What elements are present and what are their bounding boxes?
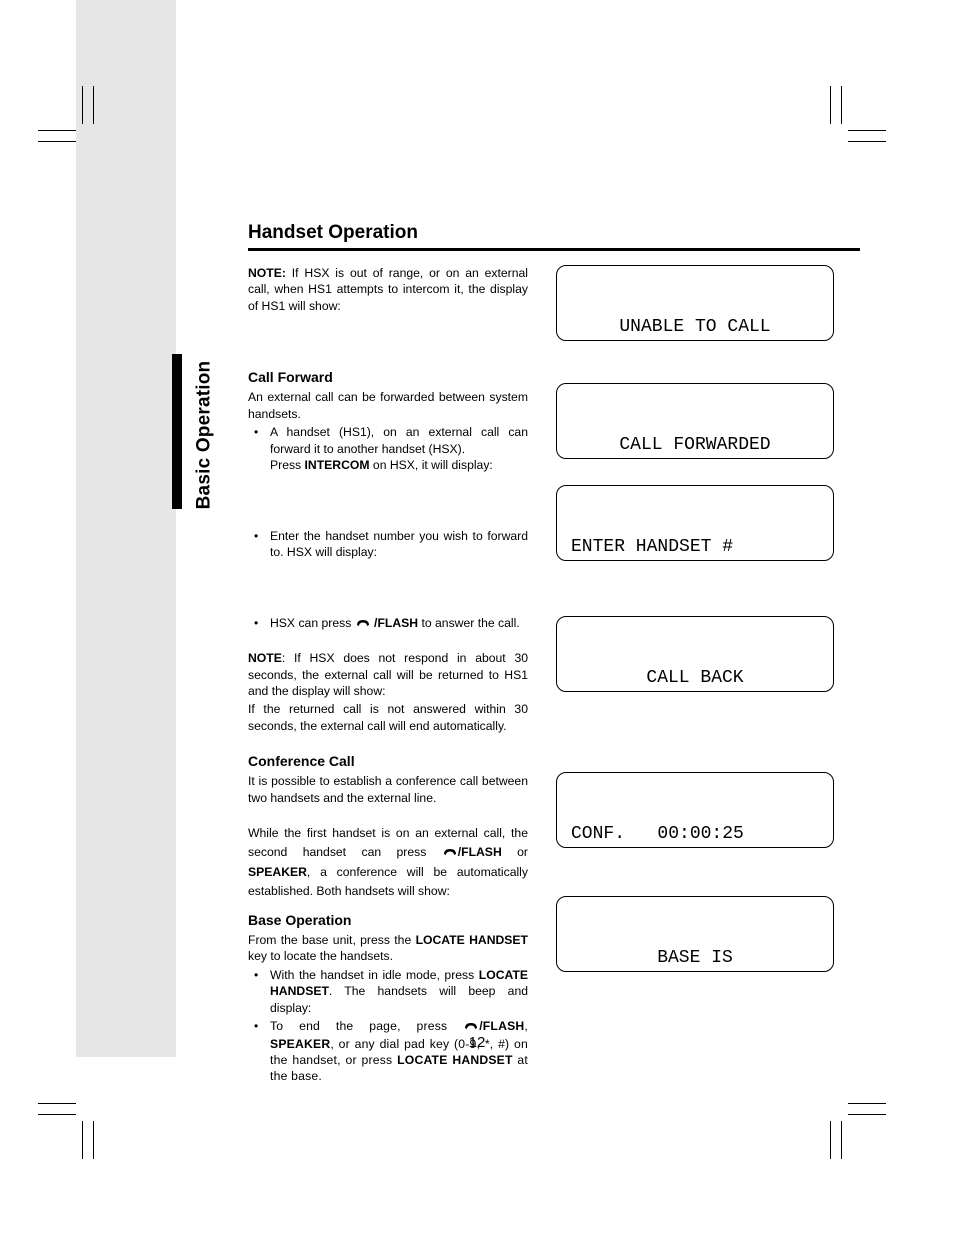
cf-b1a: A handset (HS1), on an external call can… (270, 425, 528, 455)
phone-icon (356, 616, 370, 632)
lcd-conf: CONF. 00:00:25 (556, 772, 834, 848)
callforward-list-3: HSX can press /FLASH to answer the call. (248, 615, 528, 632)
crop-mark (848, 130, 886, 131)
baseop-intro: From the base unit, press the LOCATE HAN… (248, 932, 528, 965)
cf-b3-bold: /FLASH (371, 616, 418, 630)
crop-mark (38, 1114, 76, 1115)
baseop-intro-post: key to locate the handsets. (248, 949, 393, 963)
list-item: A handset (HS1), on an external call can… (248, 424, 528, 473)
conf-intro: It is possible to establish a conference… (248, 773, 528, 806)
bo-b2-flash: /FLASH (479, 1019, 524, 1033)
bo-b2-locate: LOCATE HANDSET (397, 1053, 513, 1067)
bo-b2-mid: , (524, 1019, 528, 1033)
page-number: 12 (0, 1034, 954, 1051)
cf-b3-post: to answer the call. (418, 616, 520, 630)
lcd-line: CONF. 00:00:25 (571, 824, 819, 846)
cf-b1b-post: on HSX, it will display: (370, 458, 493, 472)
baseop-intro-bold: LOCATE HANDSET (416, 933, 528, 947)
crop-mark (38, 141, 76, 142)
cf-note-text: : If HSX does not respond in about 30 se… (248, 651, 528, 698)
baseop-list: With the handset in idle mode, press LOC… (248, 967, 528, 1085)
lcd-call-forwarded: CALL FORWARDED (556, 383, 834, 459)
column-right: UNABLE TO CALL TRY AGAIN CALL FORWARDED … (556, 265, 846, 1087)
lcd-call-back: CALL BACK (556, 616, 834, 692)
cf-b2: Enter the handset number you wish to for… (270, 529, 528, 559)
page-title: Handset Operation (248, 222, 860, 244)
crop-mark (841, 1121, 842, 1159)
columns: NOTE: If HSX is out of range, or on an e… (248, 265, 860, 1087)
crop-mark (841, 86, 842, 124)
lcd-line: UNABLE TO CALL (571, 317, 819, 339)
note-1: NOTE: If HSX is out of range, or on an e… (248, 265, 528, 314)
crop-mark (38, 1103, 76, 1104)
gray-sidebar (76, 0, 176, 1057)
baseop-intro-pre: From the base unit, press the (248, 933, 416, 947)
crop-mark (848, 141, 886, 142)
lcd-line: BASE IS (571, 948, 819, 970)
crop-mark (848, 1103, 886, 1104)
lcd-line: ENTER HANDSET # (571, 537, 819, 559)
crop-mark (93, 1121, 94, 1159)
list-item: HSX can press /FLASH to answer the call. (248, 615, 528, 632)
conf-flash: /FLASH (458, 845, 502, 859)
bo-b1-pre: With the handset in idle mode, press (270, 968, 479, 982)
cf-note-label: NOTE (248, 651, 282, 665)
list-item: Enter the handset number you wish to for… (248, 528, 528, 561)
cf-note: NOTE: If HSX does not respond in about 3… (248, 650, 528, 699)
callforward-intro: An external call can be forwarded betwee… (248, 389, 528, 422)
note-label: NOTE: (248, 266, 286, 280)
section-tab: Basic Operation (190, 350, 218, 520)
callforward-list-2: Enter the handset number you wish to for… (248, 528, 528, 561)
crop-mark (830, 1121, 831, 1159)
list-item: With the handset in idle mode, press LOC… (248, 967, 528, 1016)
list-item: To end the page, press /FLASH, SPEAKER, … (248, 1018, 528, 1085)
callforward-list: A handset (HS1), on an external call can… (248, 424, 528, 473)
cf-note-2: If the returned call is not answered wit… (248, 701, 528, 734)
note-text: If HSX is out of range, or on an externa… (248, 266, 528, 313)
crop-mark (848, 1114, 886, 1115)
lcd-line: CALL BACK (571, 668, 819, 690)
crop-mark (38, 130, 76, 131)
crop-mark (93, 86, 94, 124)
subhead-conference: Conference Call (248, 752, 528, 771)
section-black-bar (172, 354, 182, 509)
lcd-unable-to-call: UNABLE TO CALL TRY AGAIN (556, 265, 834, 341)
conf-or: or (502, 845, 528, 859)
section-tab-label: Basic Operation (193, 361, 215, 510)
cf-b1b-bold: INTERCOM (305, 458, 370, 472)
crop-mark (830, 86, 831, 124)
bo-b2-pre: To end the page, press (270, 1019, 463, 1033)
page-content: Handset Operation NOTE: If HSX is out of… (248, 222, 860, 1087)
title-rule (248, 248, 860, 251)
lcd-base-paging: BASE IS PAGING (556, 896, 834, 972)
subhead-call-forward: Call Forward (248, 368, 528, 387)
conf-speaker: SPEAKER (248, 865, 307, 879)
lcd-enter-handset: ENTER HANDSET # (556, 485, 834, 561)
lcd-line: CALL FORWARDED (571, 435, 819, 457)
column-left: NOTE: If HSX is out of range, or on an e… (248, 265, 528, 1087)
subhead-baseop: Base Operation (248, 911, 528, 930)
cf-b1b-pre: Press (270, 458, 305, 472)
phone-icon (443, 844, 457, 863)
crop-mark (82, 86, 83, 124)
cf-b3-pre: HSX can press (270, 616, 355, 630)
conf-p2: While the first handset is on an externa… (248, 824, 528, 901)
crop-mark (82, 1121, 83, 1159)
